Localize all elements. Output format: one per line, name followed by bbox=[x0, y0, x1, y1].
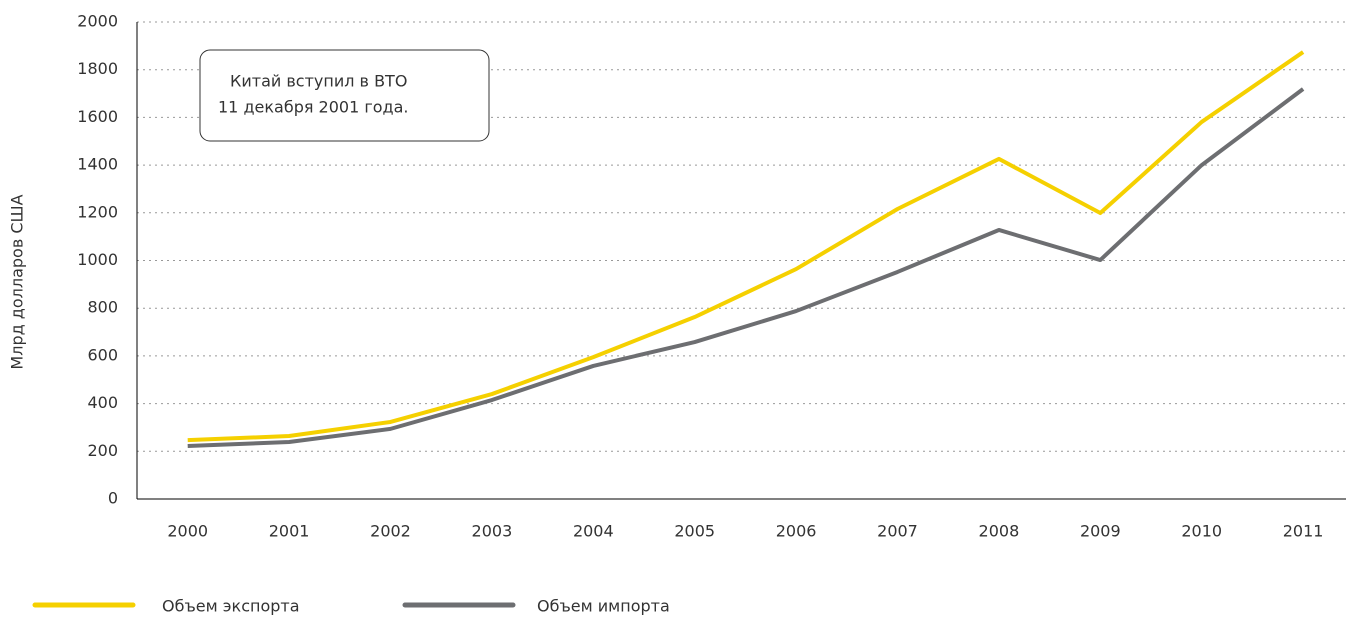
y-tick-label: 400 bbox=[87, 393, 118, 412]
annotation-box bbox=[199, 49, 490, 142]
y-tick-label: 1600 bbox=[77, 107, 118, 126]
x-tick-label: 2001 bbox=[269, 522, 310, 541]
legend-label: Объем импорта bbox=[537, 597, 670, 616]
x-tick-label: 2011 bbox=[1283, 522, 1324, 541]
x-tick-label: 2010 bbox=[1181, 522, 1222, 541]
y-tick-label: 1000 bbox=[77, 250, 118, 269]
legend-label: Объем экспорта bbox=[162, 597, 300, 616]
x-tick-label: 2000 bbox=[167, 522, 208, 541]
y-tick-label: 800 bbox=[87, 298, 118, 317]
x-tick-label: 2003 bbox=[472, 522, 513, 541]
y-tick-label: 1400 bbox=[77, 155, 118, 174]
x-tick-label: 2005 bbox=[674, 522, 715, 541]
y-axis-label: Млрд долларов США bbox=[8, 194, 27, 369]
y-tick-label: 0 bbox=[108, 489, 118, 508]
y-tick-label: 2000 bbox=[77, 12, 118, 31]
y-tick-label: 1200 bbox=[77, 202, 118, 221]
series-line bbox=[187, 50, 1305, 443]
series-line bbox=[187, 87, 1305, 449]
x-tick-label: 2008 bbox=[979, 522, 1020, 541]
x-tick-label: 2009 bbox=[1080, 522, 1121, 541]
x-tick-label: 2007 bbox=[877, 522, 918, 541]
x-tick-label: 2004 bbox=[573, 522, 614, 541]
x-tick-label: 2006 bbox=[776, 522, 817, 541]
annotation-text: Китай вступил в ВТО bbox=[230, 72, 407, 91]
annotation-text: 11 декабря 2001 года. bbox=[218, 98, 409, 117]
x-tick-label: 2002 bbox=[370, 522, 411, 541]
y-tick-label: 600 bbox=[87, 345, 118, 364]
y-tick-label: 200 bbox=[87, 441, 118, 460]
y-tick-label: 1800 bbox=[77, 59, 118, 78]
